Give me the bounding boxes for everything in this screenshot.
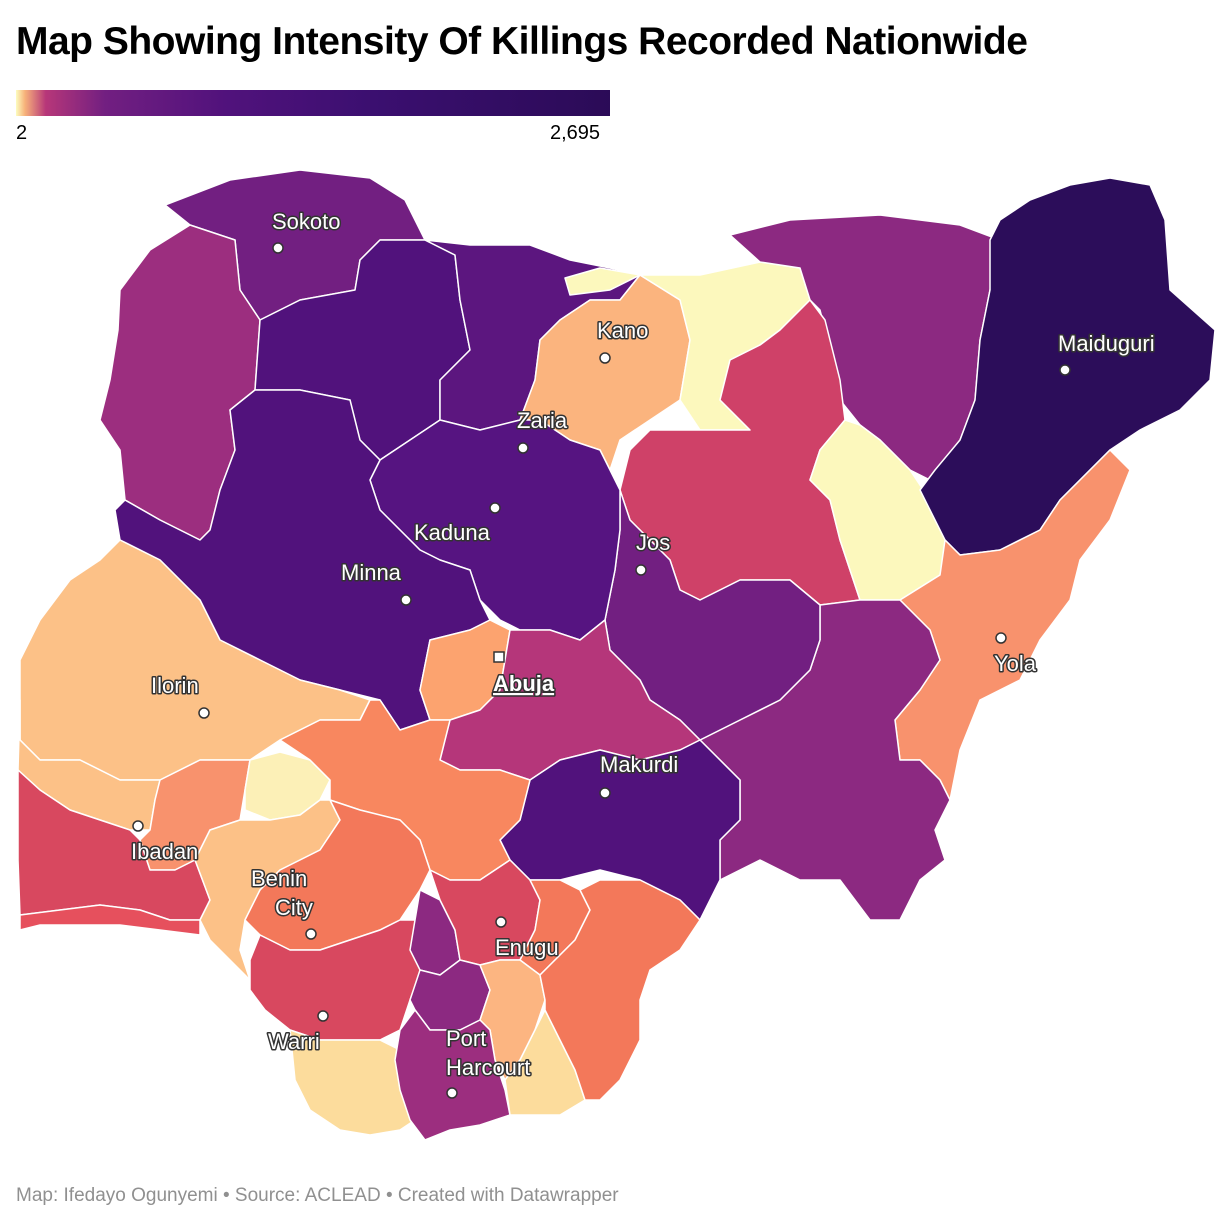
city-marker-enugu (495, 916, 507, 928)
region-cross-river[interactable] (539, 879, 701, 1101)
city-label-ilorin: Ilorin (151, 673, 199, 698)
region-lagos[interactable] (19, 904, 201, 936)
color-legend-bar (16, 90, 610, 116)
city-marker-benin-city (305, 928, 317, 940)
city-label-jos: Jos (636, 530, 670, 555)
city-label-benin-line1: Benin (251, 866, 307, 891)
city-marker-warri (317, 1010, 329, 1022)
city-marker-yola (995, 632, 1007, 644)
city-label-kaduna: Kaduna (414, 520, 491, 545)
city-marker-jos (635, 564, 647, 576)
city-marker-kaduna (489, 502, 501, 514)
city-label-makurdi: Makurdi (600, 752, 678, 777)
region-delta[interactable] (249, 919, 426, 1041)
city-label-abuja: Abuja (493, 671, 555, 696)
map-title: Map Showing Intensity Of Killings Record… (16, 20, 1028, 63)
city-marker-maiduguri (1059, 364, 1071, 376)
city-label-minna: Minna (341, 560, 402, 585)
city-marker-ilorin (198, 707, 210, 719)
city-label-sokoto: Sokoto (272, 209, 341, 234)
city-marker-kano (599, 352, 611, 364)
city-label-ph-line1: Port (446, 1026, 486, 1051)
city-marker-zaria (517, 442, 529, 454)
city-label-ibadan: Ibadan (131, 839, 198, 864)
city-marker-port-harcourt (446, 1087, 458, 1099)
city-marker-minna (400, 594, 412, 606)
city-marker-abuja (493, 651, 505, 663)
legend-max-label: 2,695 (550, 122, 601, 144)
city-label-yola: Yola (994, 651, 1037, 676)
city-marker-makurdi (599, 787, 611, 799)
city-marker-sokoto (272, 242, 284, 254)
city-label-zaria: Zaria (517, 408, 568, 433)
city-label-ph-line2: Harcourt (446, 1055, 530, 1080)
city-label-kano: Kano (597, 318, 648, 343)
city-label-enugu: Enugu (495, 935, 559, 960)
city-label-maiduguri: Maiduguri (1058, 331, 1155, 356)
footer-credits: Map: Ifedayo Ogunyemi • Source: ACLEAD •… (16, 1185, 619, 1206)
nigeria-choropleth-map: Sokoto Kano Maiduguri Zaria Kaduna Jos M… (17, 169, 1216, 1141)
city-label-warri: Warri (268, 1029, 320, 1054)
city-label-benin-line2: City (275, 895, 313, 920)
legend-min-label: 2 (16, 122, 28, 144)
city-marker-ibadan (132, 820, 144, 832)
